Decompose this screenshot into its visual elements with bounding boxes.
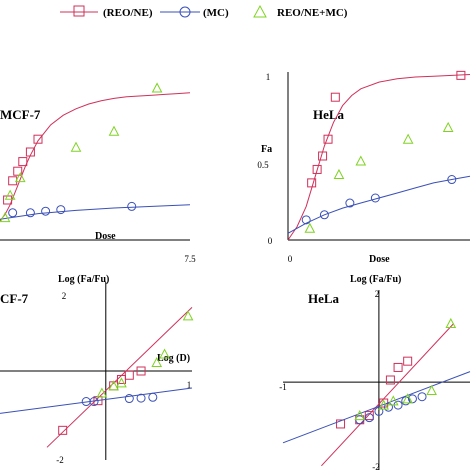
data-point-1-1-1 bbox=[319, 210, 329, 220]
y-tick-label-2-0: 2 bbox=[62, 291, 67, 301]
y-tick-label-3-1: -2 bbox=[372, 462, 380, 472]
data-point-2-2-0 bbox=[96, 387, 108, 398]
data-point-1-0-0 bbox=[307, 178, 317, 188]
data-point-3-0-6 bbox=[403, 356, 413, 366]
data-point-1-0-2 bbox=[318, 151, 328, 161]
data-point-1-2-0 bbox=[304, 222, 316, 233]
data-point-0-0-2 bbox=[13, 166, 23, 176]
fit-line-2-0 bbox=[46, 307, 193, 448]
data-point-3-1-2 bbox=[374, 406, 384, 416]
data-point-0-2-2 bbox=[14, 172, 26, 183]
data-point-3-2-5 bbox=[445, 317, 457, 328]
data-point-1-0-5 bbox=[456, 70, 466, 80]
legend-label-reo-ne: (REO/NE) bbox=[103, 7, 153, 19]
data-point-0-1-1 bbox=[25, 208, 35, 218]
data-point-2-0-0 bbox=[58, 425, 68, 435]
data-point-1-0-4 bbox=[330, 92, 340, 102]
legend-label-combo: REO/NE+MC) bbox=[277, 7, 348, 19]
data-point-2-0-3 bbox=[116, 374, 126, 384]
data-point-3-0-0 bbox=[336, 419, 346, 429]
x-tick-label-3-0: -1 bbox=[279, 382, 287, 392]
legend: (REO/NE) (MC) REO/NE+MC) bbox=[60, 4, 348, 19]
ylabel-hela-doseeffect: Fa bbox=[261, 144, 272, 155]
data-point-0-2-0 bbox=[0, 212, 11, 223]
data-point-1-2-4 bbox=[442, 121, 454, 132]
data-point-0-0-1 bbox=[8, 176, 18, 186]
data-point-2-1-3 bbox=[136, 393, 146, 403]
data-point-0-2-5 bbox=[151, 82, 163, 93]
data-point-2-2-2 bbox=[116, 377, 127, 388]
panel-title-mcf7-doseeffect: MCF-7 bbox=[0, 107, 41, 122]
data-point-3-0-2 bbox=[364, 411, 374, 421]
xlabel-mcf7-doseeffect: Dose bbox=[95, 231, 116, 242]
data-point-0-1-2 bbox=[41, 206, 51, 216]
y-tick-label-1-1: 0.5 bbox=[257, 160, 269, 170]
data-point-3-1-1 bbox=[364, 413, 374, 423]
data-point-3-2-1 bbox=[378, 399, 390, 410]
fit-line-3-1 bbox=[282, 371, 471, 444]
data-point-3-2-4 bbox=[426, 384, 437, 395]
panel-title-hela-median: HeLa bbox=[308, 291, 340, 306]
y-tick-label-1-0: 0 bbox=[268, 236, 273, 246]
data-point-1-0-1 bbox=[312, 164, 322, 174]
data-point-3-0-4 bbox=[385, 375, 395, 385]
data-point-0-0-3 bbox=[18, 157, 28, 167]
x-tick-label-0-0: 7.5 bbox=[184, 254, 196, 264]
fit-line-1-0 bbox=[287, 74, 471, 241]
xlabel-hela-doseeffect: Dose bbox=[369, 254, 390, 265]
data-point-2-0-4 bbox=[124, 370, 134, 380]
data-point-2-1-1 bbox=[89, 397, 99, 407]
data-point-0-2-4 bbox=[108, 125, 120, 136]
fit-line-0-1 bbox=[0, 204, 191, 220]
ylabel-hela-median: Log (Fa/Fu) bbox=[350, 274, 401, 285]
ylabel-mcf7-median: Log (Fa/Fu) bbox=[58, 274, 109, 285]
fit-line-3-0 bbox=[321, 323, 455, 467]
data-point-1-1-2 bbox=[345, 198, 355, 208]
data-point-1-2-3 bbox=[402, 133, 414, 144]
plots-layer: 7.5 0 0 0.5 1 1 2 -2 -1 2 -2 bbox=[0, 70, 471, 472]
panel-title-mcf7-median: CF-7 bbox=[0, 291, 29, 306]
data-point-2-2-4 bbox=[159, 348, 170, 359]
data-point-2-2-5 bbox=[182, 310, 194, 321]
data-point-1-2-1 bbox=[333, 168, 345, 179]
data-point-1-1-3 bbox=[370, 193, 380, 203]
data-point-2-1-2 bbox=[124, 394, 134, 404]
fit-line-2-1 bbox=[0, 387, 193, 414]
data-point-0-1-0 bbox=[8, 208, 18, 218]
data-point-3-1-7 bbox=[417, 392, 427, 402]
data-point-0-0-5 bbox=[33, 134, 43, 144]
data-point-2-0-5 bbox=[136, 366, 146, 376]
y-tick-label-2-1: -2 bbox=[56, 455, 64, 465]
data-point-1-0-3 bbox=[323, 134, 333, 144]
data-point-2-2-1 bbox=[108, 380, 119, 391]
data-point-3-0-5 bbox=[393, 362, 403, 372]
data-point-3-2-3 bbox=[402, 393, 413, 404]
legend-marker-mc bbox=[179, 6, 191, 18]
y-tick-label-1-2: 1 bbox=[266, 72, 271, 82]
data-point-3-2-2 bbox=[387, 395, 399, 406]
x-tick-label-2-0: 1 bbox=[187, 380, 192, 390]
legend-marker-reo-ne bbox=[73, 5, 85, 17]
y-tick-label-3-0: 2 bbox=[375, 289, 380, 299]
data-point-1-1-4 bbox=[447, 175, 457, 185]
fit-line-0-0 bbox=[0, 92, 191, 222]
panel-title-hela-doseeffect: HeLa bbox=[313, 107, 345, 122]
xlabel-mcf7-median: Log (D) bbox=[157, 353, 190, 364]
legend-label-mc: (MC) bbox=[203, 7, 229, 19]
data-point-0-1-3 bbox=[56, 205, 66, 215]
data-point-0-2-1 bbox=[4, 189, 16, 200]
data-point-1-2-2 bbox=[355, 155, 367, 166]
data-point-0-0-4 bbox=[25, 147, 35, 157]
data-point-1-1-0 bbox=[301, 215, 311, 225]
legend-marker-combo bbox=[253, 4, 267, 18]
data-point-0-2-3 bbox=[70, 141, 82, 152]
data-point-3-1-3 bbox=[383, 402, 393, 412]
x-tick-label-1-0: 0 bbox=[288, 254, 293, 264]
data-point-2-1-4 bbox=[148, 392, 158, 402]
data-point-0-1-4 bbox=[127, 201, 137, 211]
data-point-3-2-0 bbox=[354, 410, 366, 421]
data-point-2-2-3 bbox=[151, 356, 163, 368]
